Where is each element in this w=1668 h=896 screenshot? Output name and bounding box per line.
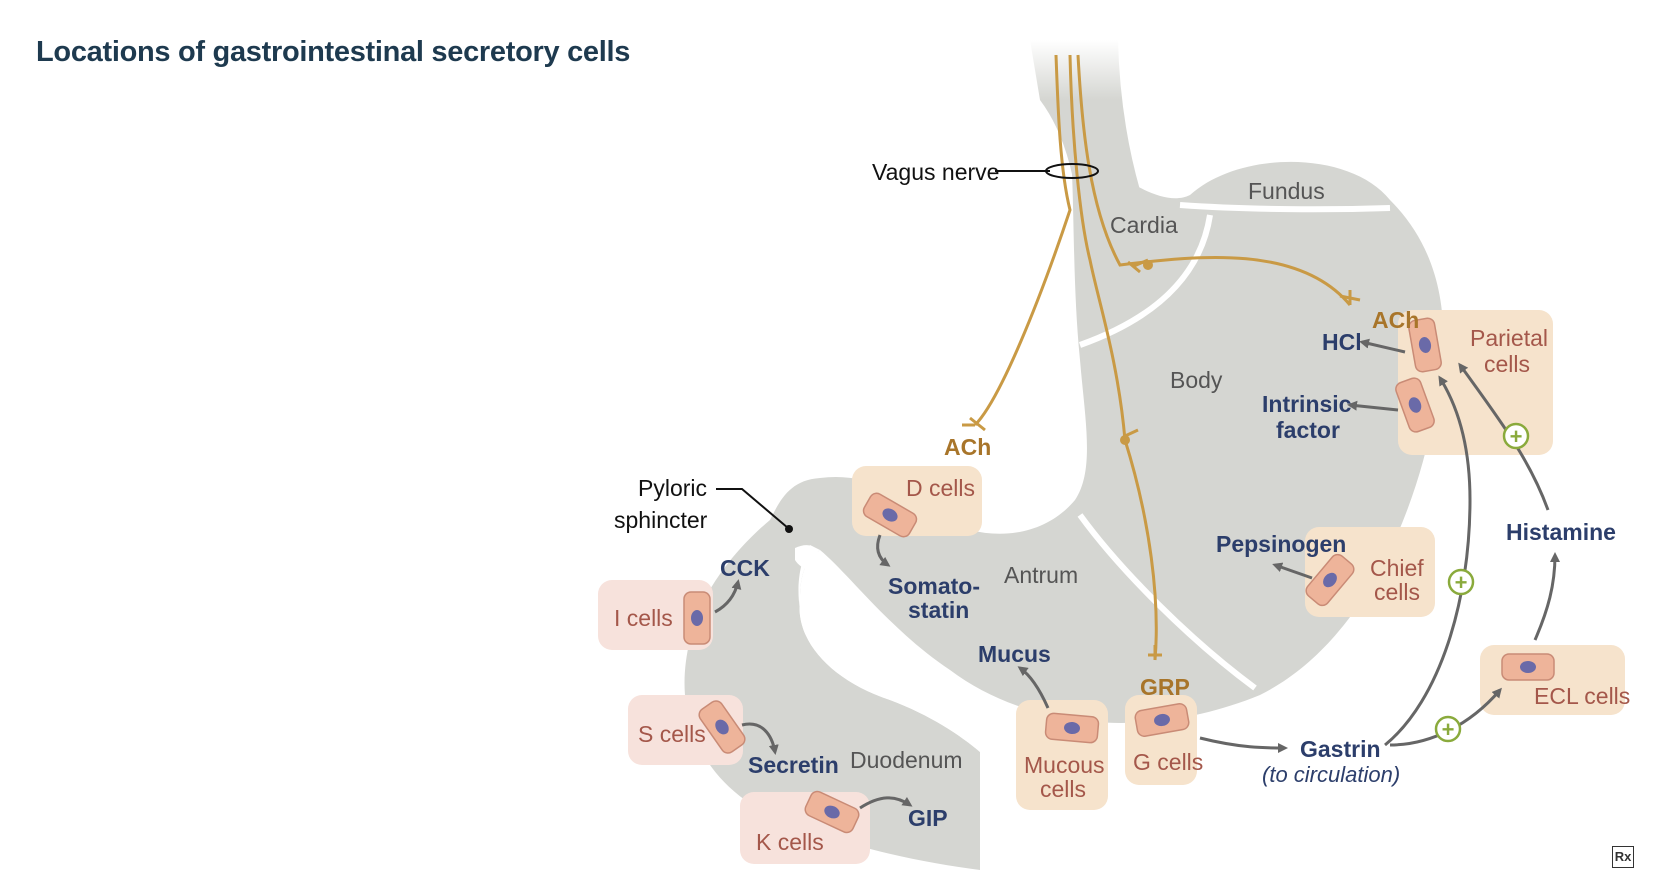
- cardia-divider: [1078, 214, 1213, 348]
- label-hcl: HCl: [1322, 329, 1362, 355]
- label-chief-1: Chief: [1370, 555, 1424, 581]
- label-body: Body: [1170, 367, 1223, 393]
- hcl-arrow: [1359, 338, 1406, 354]
- label-duodenum: Duodenum: [850, 747, 963, 773]
- label-cck: CCK: [720, 555, 770, 581]
- svg-text:+: +: [1442, 717, 1455, 742]
- svg-text:+: +: [1455, 570, 1468, 595]
- label-mucus: Mucus: [978, 641, 1051, 667]
- label-gip: GIP: [908, 805, 948, 831]
- ecl-cell: [1501, 653, 1555, 681]
- label-k-cells: K cells: [756, 829, 824, 855]
- label-ach-parietal: ACh: [1372, 307, 1419, 333]
- nerve-bulbs: [1120, 260, 1153, 445]
- gip-arrow: [859, 796, 913, 810]
- vagus-nerve-fibers: [962, 54, 1361, 661]
- label-antrum: Antrum: [1004, 562, 1078, 588]
- label-ach-antrum: ACh: [944, 434, 991, 460]
- plus-marker-gastrin-ecl: +: [1434, 715, 1462, 743]
- somatostatin-arrow: [876, 534, 891, 567]
- region-labels: Fundus Cardia Body Antrum Duodenum: [850, 178, 1325, 773]
- label-secretin: Secretin: [748, 752, 839, 778]
- cell-labels: Parietal cells D cells Chief cells I cel…: [614, 325, 1630, 855]
- region-dividers: [1077, 202, 1391, 691]
- mucous-cell: [1044, 712, 1100, 744]
- label-grp: GRP: [1140, 674, 1190, 700]
- ecl-to-histamine: [1533, 552, 1560, 641]
- mucus-arrow: [1017, 666, 1050, 709]
- plus-marker-histamine: +: [1502, 422, 1530, 450]
- label-parietal-2: cells: [1484, 351, 1530, 377]
- product-labels: HCl Intrinsic factor Pepsinogen Histamin…: [720, 329, 1616, 831]
- label-somato-2: statin: [908, 597, 969, 623]
- label-i-cells: I cells: [614, 605, 673, 631]
- label-g-cells: G cells: [1133, 749, 1203, 775]
- s-cell: [698, 700, 746, 754]
- parietal-cell-1: [1408, 317, 1442, 373]
- label-d-cells: D cells: [906, 475, 975, 501]
- plus-marker-gastrin-parietal: +: [1447, 568, 1475, 596]
- cells: [683, 317, 1555, 834]
- secretin-arrow: [741, 722, 779, 755]
- pepsinogen-arrow: [1272, 562, 1313, 580]
- label-somato-1: Somato-: [888, 573, 980, 599]
- label-gastrin: Gastrin: [1300, 736, 1381, 762]
- label-pyloric-1: Pyloric: [638, 475, 707, 501]
- gastrin-to-parietal: [1384, 375, 1472, 747]
- label-pepsinogen: Pepsinogen: [1216, 531, 1346, 557]
- pyloric-pointer: [716, 488, 789, 529]
- label-mucous-2: cells: [1040, 776, 1086, 802]
- fundus-cardia-divider: [1179, 202, 1391, 213]
- label-cardia: Cardia: [1110, 212, 1178, 238]
- nerve-labels: Vagus nerve Pyloric sphincter: [614, 159, 999, 533]
- label-intrinsic-1: Intrinsic: [1262, 391, 1352, 417]
- neurotransmitter-labels: ACh ACh GRP: [944, 307, 1419, 700]
- label-mucous-1: Mucous: [1024, 752, 1105, 778]
- k-cell: [804, 790, 860, 834]
- label-gastrin-note: (to circulation): [1262, 762, 1400, 787]
- chief-cell: [1305, 553, 1355, 607]
- label-chief-2: cells: [1374, 579, 1420, 605]
- cck-arrow: [714, 579, 742, 614]
- g-cell: [1134, 703, 1190, 737]
- label-s-cells: S cells: [638, 721, 706, 747]
- i-cell: [683, 591, 711, 645]
- pyloric-dot: [785, 525, 793, 533]
- intrinsic-arrow: [1347, 400, 1399, 412]
- parietal-cell-2: [1395, 377, 1435, 433]
- label-vagus-nerve: Vagus nerve: [872, 159, 999, 185]
- svg-text:+: +: [1510, 424, 1523, 449]
- d-cell: [862, 492, 918, 538]
- page-title: Locations of gastrointestinal secretory …: [36, 36, 631, 68]
- stimulation-markers: + + +: [1434, 422, 1530, 743]
- rx-logo: Rx: [1612, 846, 1634, 868]
- chief-cells-box: [1305, 527, 1435, 617]
- label-pyloric-2: sphincter: [614, 507, 708, 533]
- label-histamine: Histamine: [1506, 519, 1616, 545]
- gastrin-arrow: [1199, 736, 1288, 753]
- label-ecl-cells: ECL cells: [1534, 683, 1630, 709]
- label-intrinsic-2: factor: [1276, 417, 1340, 443]
- label-parietal-1: Parietal: [1470, 325, 1548, 351]
- label-fundus: Fundus: [1248, 178, 1325, 204]
- vagus-nerve-marker: [1045, 163, 1099, 179]
- body-antrum-divider: [1077, 513, 1257, 691]
